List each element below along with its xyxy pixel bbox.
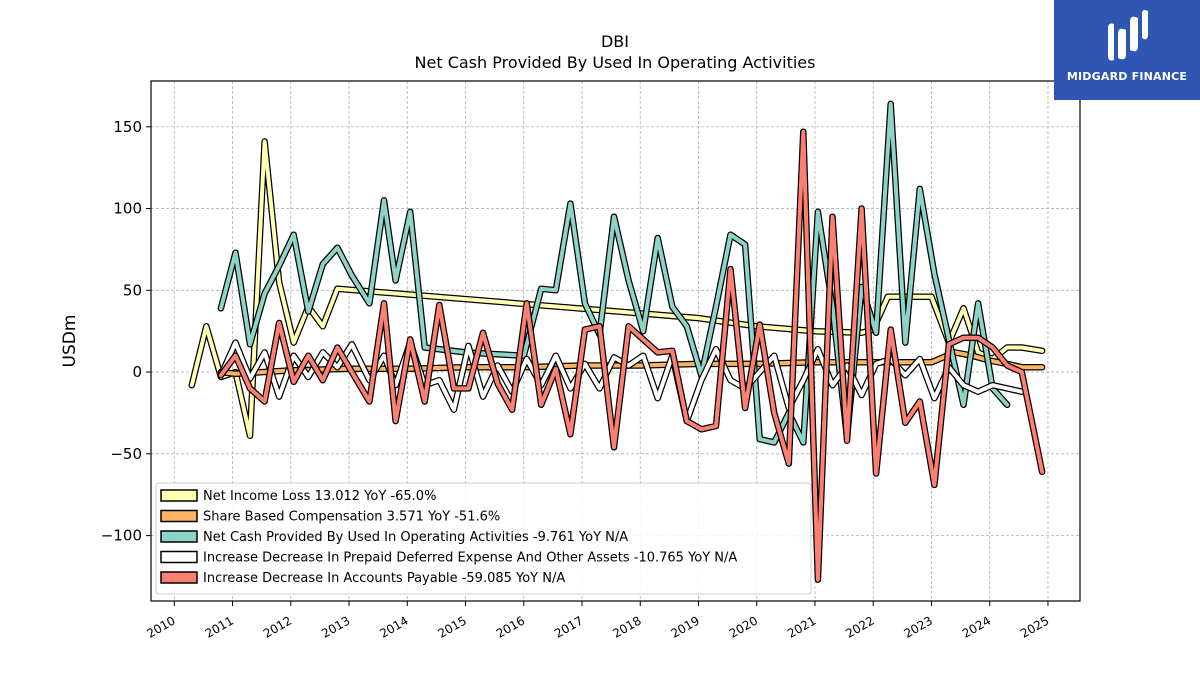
legend-swatch: [160, 550, 198, 564]
series-5: [217, 128, 1046, 583]
legend-box: [155, 482, 812, 595]
y-tick-label: 0: [132, 363, 142, 381]
midgard-logo-icon: [1108, 10, 1148, 61]
x-tick-label: 2011: [203, 613, 236, 640]
x-tick-label: 2010: [144, 613, 177, 640]
legend-entry: Net Income Loss 13.012 YoY -65.0%: [203, 489, 436, 504]
y-tick-label: 150: [113, 118, 142, 136]
x-tick-label: 2022: [843, 613, 876, 640]
series-3: [217, 100, 1011, 446]
legend-swatch: [160, 509, 198, 523]
x-tick-label: 2016: [494, 613, 527, 640]
plot-frame: [150, 80, 1081, 602]
legend-entry: Share Based Compensation 3.571 YoY -51.6…: [203, 510, 500, 525]
x-tick-label: 2012: [261, 613, 294, 640]
legend-entry: Net Cash Provided By Used In Operating A…: [203, 530, 628, 545]
x-tick-label: 2023: [902, 613, 935, 640]
series-lines: [188, 100, 1046, 583]
x-tick-label: 2024: [960, 613, 993, 640]
legend: Net Income Loss 13.012 YoY -65.0% Share B…: [155, 482, 812, 595]
legend-entry: Increase Decrease In Prepaid Deferred Ex…: [203, 551, 737, 566]
series-line-outline: [188, 138, 1046, 440]
series-line: [218, 101, 1010, 445]
x-tick-label: 2020: [727, 613, 760, 640]
y-tick-label: −100: [101, 527, 142, 545]
y-tick-label: 100: [113, 200, 142, 218]
legend-entry: Increase Decrease In Accounts Payable -5…: [203, 571, 565, 586]
legend-swatch: [160, 571, 198, 584]
series-1: [188, 138, 1046, 440]
y-tick-label: 50: [123, 281, 142, 299]
chart-subtitle: Net Cash Provided By Used In Operating A…: [415, 53, 816, 72]
chart-title: DBI: [601, 32, 629, 51]
brand-logo: MIDGARD FINANCE: [1054, 0, 1200, 100]
x-tick-label: 2025: [1018, 613, 1051, 640]
x-tick-label: 2019: [669, 613, 702, 640]
x-tick-label: 2013: [319, 613, 352, 640]
legend-swatch: [160, 530, 198, 543]
brand-name: MIDGARD FINANCE: [1066, 70, 1188, 83]
series-line: [218, 129, 1045, 582]
legend-swatch: [160, 489, 198, 502]
y-tick-label: −50: [110, 445, 142, 463]
x-tick-label: 2021: [785, 613, 818, 640]
x-tick-label: 2014: [377, 613, 410, 640]
x-tick-label: 2017: [552, 613, 585, 640]
x-tick-label: 2015: [436, 613, 469, 640]
series-line: [189, 139, 1045, 438]
x-tick-label: 2018: [610, 613, 643, 640]
y-axis-label: USDm: [60, 315, 80, 368]
